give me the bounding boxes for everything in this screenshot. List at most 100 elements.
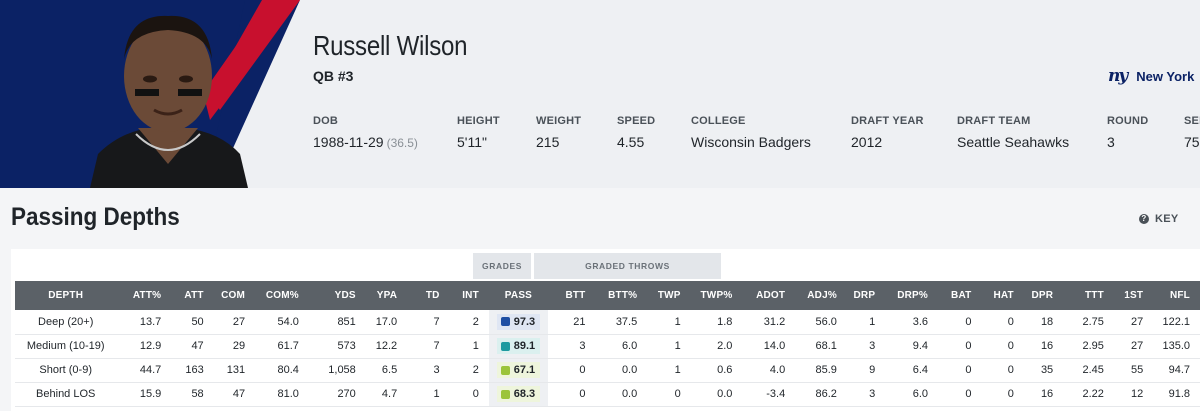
table-cell: 0: [938, 334, 982, 359]
col-att-pct[interactable]: ATT%: [116, 281, 172, 310]
table-cell: 21: [547, 310, 596, 335]
table-cell: 86.2: [795, 382, 847, 407]
table-cell: 0.0: [595, 358, 648, 383]
cell-pass-grade: 97.3: [488, 310, 548, 335]
col-att[interactable]: ATT: [171, 281, 214, 310]
table-cell: 9: [846, 358, 886, 383]
table-cell: 0: [938, 382, 982, 407]
table-cell: 27: [213, 310, 256, 335]
player-photo: [90, 15, 248, 188]
col-depth[interactable]: DEPTH: [15, 281, 117, 310]
table-cell: 1: [647, 334, 691, 359]
table-cell: 47: [213, 382, 256, 407]
table-cell: 29: [213, 334, 256, 359]
help-icon: ?: [1139, 214, 1149, 224]
col-td[interactable]: TD: [407, 281, 450, 310]
cell-pass-grade: 89.1: [488, 334, 548, 359]
cell-pass-grade: 67.1: [488, 358, 548, 383]
grade-swatch-icon: [500, 389, 510, 399]
table-cell: 0: [647, 382, 691, 407]
table-cell: 16: [1023, 382, 1064, 407]
cell-depth: Medium (10-19): [15, 334, 117, 359]
table-cell: 3: [846, 382, 886, 407]
team-name: New York: [1136, 68, 1195, 84]
col-yds[interactable]: YDS: [308, 281, 366, 310]
table-row: Behind LOS 15.9 58 47 81.0 270 4.7 1 0 68.3 0 0.0 0 0…: [15, 382, 1200, 407]
table-cell: 58: [171, 382, 214, 407]
table-cell: 163: [171, 358, 214, 383]
table-cell: 61.7: [255, 334, 309, 359]
col-com[interactable]: COM: [213, 281, 256, 310]
giants-logo-icon: ny: [1108, 66, 1128, 86]
bio-weight: WEIGHT 215: [536, 115, 582, 150]
table-cell: -3.4: [742, 382, 796, 407]
table-cell: 50: [171, 310, 214, 335]
table-cell: 9.4: [885, 334, 938, 359]
table-row: Medium (10-19) 12.9 47 29 61.7 573 12.2 7 1 89.1 3…: [15, 334, 1200, 359]
table-cell: 94.7: [1153, 358, 1200, 383]
table-cell: 6.5: [365, 358, 408, 383]
table-cell: 0: [981, 382, 1024, 407]
key-button[interactable]: ? KEY: [1139, 213, 1179, 225]
table-cell: 6.4: [885, 358, 938, 383]
table-cell: 122.1: [1153, 310, 1200, 335]
cell-depth: Deep (20+): [15, 310, 117, 335]
table-cell: 0: [981, 334, 1024, 359]
bio-speed: SPEED 4.55: [617, 115, 656, 150]
col-hat[interactable]: HAT: [981, 281, 1024, 310]
table-cell: 0: [547, 358, 596, 383]
bio-draft-year: DRAFT YEAR 2012: [851, 115, 924, 150]
table-cell: 1,058: [308, 358, 366, 383]
col-int[interactable]: INT: [449, 281, 489, 310]
col-twp-pct[interactable]: TWP%: [690, 281, 743, 310]
col-drp-pct[interactable]: DRP%: [885, 281, 938, 310]
table-cell: 54.0: [255, 310, 309, 335]
table-cell: 2.95: [1063, 334, 1114, 359]
team-link[interactable]: ny New York: [1108, 66, 1194, 86]
col-btt-pct[interactable]: BTT%: [595, 281, 648, 310]
table-cell: 4.0: [742, 358, 796, 383]
table-cell: 0: [938, 310, 982, 335]
table-cell: 7: [407, 310, 450, 335]
table-row: Deep (20+) 13.7 50 27 54.0 851 17.0 7 2 97.3 21 37.…: [15, 310, 1200, 335]
team-banner: [0, 0, 300, 188]
col-twp[interactable]: TWP: [647, 281, 691, 310]
grade-swatch-icon: [500, 341, 510, 351]
col-drp[interactable]: DRP: [846, 281, 886, 310]
table-cell: 3: [407, 358, 450, 383]
table-cell: 0: [981, 358, 1024, 383]
col-adj-pct[interactable]: ADJ%: [795, 281, 847, 310]
col-pass[interactable]: PASS: [488, 281, 548, 310]
player-position: QB #3: [313, 68, 354, 84]
table-cell: 6.0: [885, 382, 938, 407]
col-btt[interactable]: BTT: [547, 281, 596, 310]
col-dpr[interactable]: DPR: [1023, 281, 1064, 310]
col-bat[interactable]: BAT: [938, 281, 982, 310]
bio-round: ROUND 3: [1107, 115, 1149, 150]
table-cell: 1: [449, 334, 489, 359]
group-graded-throws: GRADED THROWS: [534, 253, 721, 279]
grade-badge: 89.1: [496, 338, 541, 354]
col-ttt[interactable]: TTT: [1063, 281, 1114, 310]
col-com-pct[interactable]: COM%: [255, 281, 309, 310]
col-ypa[interactable]: YPA: [365, 281, 408, 310]
bio-draft-team: DRAFT TEAM Seattle Seahawks: [957, 115, 1070, 150]
player-header: Russell Wilson QB #3 ny New York DOB 198…: [0, 0, 1200, 188]
bio-dob: DOB 1988-11-29 (36.5): [313, 115, 418, 150]
table-cell: 135.0: [1153, 334, 1200, 359]
table-cell: 80.4: [255, 358, 309, 383]
bio-selection: SEL 75: [1184, 115, 1200, 150]
grade-badge: 68.3: [496, 386, 541, 402]
group-grades: GRADES: [473, 253, 531, 279]
col-1st[interactable]: 1ST: [1113, 281, 1154, 310]
table-cell: 3: [547, 334, 596, 359]
grade-badge: 67.1: [496, 362, 541, 378]
col-adot[interactable]: ADOT: [742, 281, 796, 310]
table-cell: 2: [449, 358, 489, 383]
table-cell: 12.9: [116, 334, 172, 359]
table-cell: 0.0: [595, 382, 648, 407]
passing-depths-table: DEPTH ATT% ATT COM COM% YDS YPA TD INT P…: [15, 281, 1200, 407]
table-cell: 2.45: [1063, 358, 1114, 383]
table-cell: 27: [1113, 334, 1154, 359]
col-nfl[interactable]: NFL: [1153, 281, 1200, 310]
